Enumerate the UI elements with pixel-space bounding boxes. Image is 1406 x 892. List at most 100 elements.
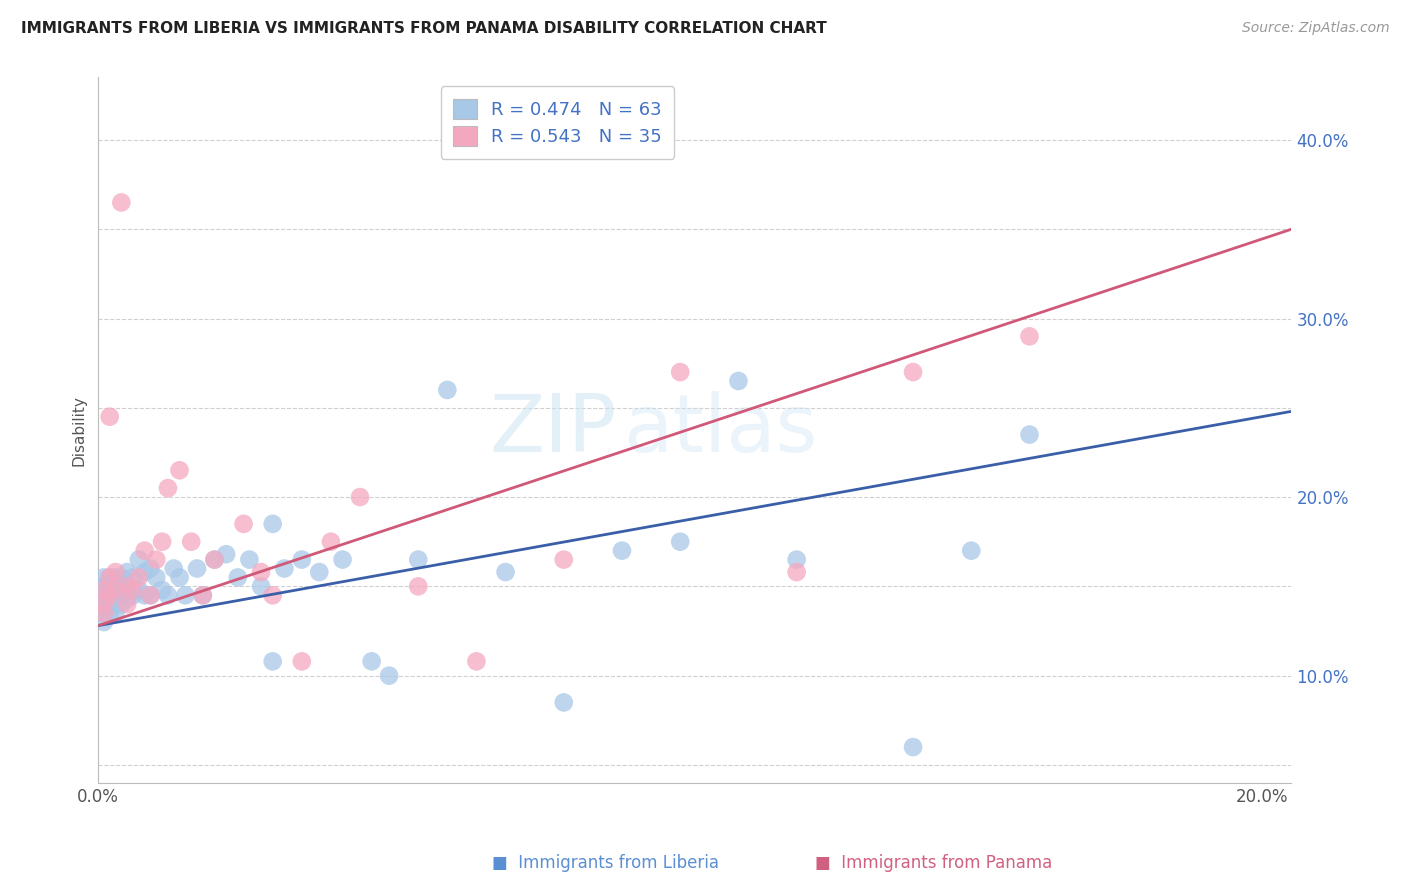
Text: atlas: atlas: [623, 391, 817, 469]
Text: Source: ZipAtlas.com: Source: ZipAtlas.com: [1241, 21, 1389, 35]
Point: [139, 588, 162, 602]
Point: [308, 565, 330, 579]
Point: [134, 565, 156, 579]
Point: [98, 570, 121, 584]
Point: [93, 588, 115, 602]
Point: [215, 547, 238, 561]
Point: [360, 654, 382, 668]
Point: [436, 383, 458, 397]
Point: [115, 597, 138, 611]
Point: [110, 597, 132, 611]
Point: [139, 588, 162, 602]
Point: [93, 570, 115, 584]
Point: [610, 543, 633, 558]
Point: [204, 552, 226, 566]
Point: [128, 582, 150, 597]
Point: [150, 534, 173, 549]
Point: [901, 365, 924, 379]
Point: [332, 552, 354, 566]
Point: [115, 579, 138, 593]
Point: [786, 552, 808, 566]
Point: [553, 695, 575, 709]
Point: [104, 606, 127, 620]
Point: [250, 565, 273, 579]
Point: [122, 588, 145, 602]
Point: [145, 552, 167, 566]
Point: [191, 588, 214, 602]
Point: [93, 597, 115, 611]
Point: [174, 588, 197, 602]
Point: [98, 588, 121, 602]
Point: [786, 565, 808, 579]
Point: [727, 374, 749, 388]
Text: IMMIGRANTS FROM LIBERIA VS IMMIGRANTS FROM PANAMA DISABILITY CORRELATION CHART: IMMIGRANTS FROM LIBERIA VS IMMIGRANTS FR…: [21, 21, 827, 36]
Point: [495, 565, 517, 579]
Point: [169, 570, 191, 584]
Point: [93, 579, 115, 593]
Point: [553, 552, 575, 566]
Point: [93, 588, 115, 602]
Point: [122, 582, 145, 597]
Point: [465, 654, 488, 668]
Point: [291, 552, 314, 566]
Point: [169, 463, 191, 477]
Point: [669, 365, 692, 379]
Point: [104, 588, 127, 602]
Point: [406, 552, 429, 566]
Point: [139, 561, 162, 575]
Point: [406, 579, 429, 593]
Text: ■  Immigrants from Liberia: ■ Immigrants from Liberia: [492, 855, 718, 872]
Point: [98, 597, 121, 611]
Point: [104, 565, 127, 579]
Point: [232, 516, 254, 531]
Point: [262, 516, 284, 531]
Point: [156, 481, 179, 495]
Y-axis label: Disability: Disability: [72, 394, 86, 466]
Point: [250, 579, 273, 593]
Point: [115, 565, 138, 579]
Point: [150, 582, 173, 597]
Point: [122, 570, 145, 584]
Point: [104, 582, 127, 597]
Point: [669, 534, 692, 549]
Point: [93, 606, 115, 620]
Point: [262, 654, 284, 668]
Point: [104, 570, 127, 584]
Point: [98, 570, 121, 584]
Point: [93, 579, 115, 593]
Point: [204, 552, 226, 566]
Point: [104, 597, 127, 611]
Point: [1018, 329, 1040, 343]
Legend: R = 0.474   N = 63, R = 0.543   N = 35: R = 0.474 N = 63, R = 0.543 N = 35: [440, 87, 675, 159]
Text: ■  Immigrants from Panama: ■ Immigrants from Panama: [815, 855, 1053, 872]
Point: [115, 579, 138, 593]
Point: [115, 591, 138, 606]
Point: [273, 561, 295, 575]
Point: [226, 570, 249, 584]
Point: [186, 561, 208, 575]
Point: [134, 588, 156, 602]
Point: [378, 668, 401, 682]
Point: [291, 654, 314, 668]
Point: [319, 534, 342, 549]
Point: [98, 606, 121, 620]
Point: [960, 543, 983, 558]
Point: [93, 606, 115, 620]
Point: [163, 561, 186, 575]
Point: [98, 582, 121, 597]
Point: [93, 597, 115, 611]
Point: [191, 588, 214, 602]
Point: [110, 570, 132, 584]
Text: ZIP: ZIP: [489, 391, 617, 469]
Point: [98, 409, 121, 424]
Point: [134, 543, 156, 558]
Point: [110, 195, 132, 210]
Point: [180, 534, 202, 549]
Point: [1018, 427, 1040, 442]
Point: [110, 588, 132, 602]
Point: [238, 552, 260, 566]
Point: [93, 582, 115, 597]
Point: [145, 570, 167, 584]
Point: [349, 490, 371, 504]
Point: [93, 615, 115, 629]
